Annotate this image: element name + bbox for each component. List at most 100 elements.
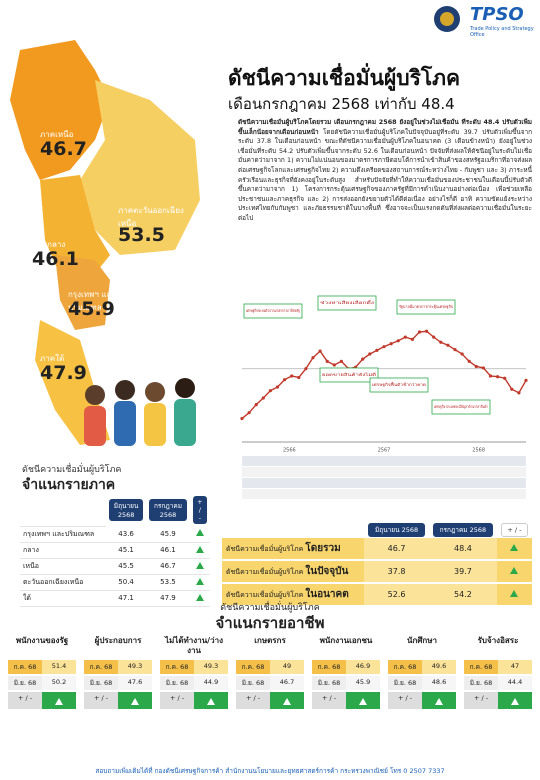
cur-label: ก.ค. 68 <box>84 660 118 674</box>
up-arrow <box>435 694 443 705</box>
change-cell <box>189 558 210 575</box>
point <box>261 396 265 400</box>
change-label: + / - <box>464 692 498 709</box>
point <box>268 389 272 393</box>
row-name: โดยรวม <box>305 543 341 554</box>
occupation-group: พนักงานของรัฐ ก.ค. 68 51.4 มิ.ย. 68 50.2 + / … <box>8 636 76 709</box>
header-cell <box>20 494 106 527</box>
cell-value: 46.1 <box>146 542 190 559</box>
summary: ดัชนีความเชื่อมั่นผู้บริโภคโดยรวม เดือนก… <box>238 118 532 290</box>
point <box>283 378 287 382</box>
cur-value: 49.6 <box>422 660 456 674</box>
row-label: กรุงเทพฯ และปริมณฑล <box>20 526 106 543</box>
point <box>496 375 500 379</box>
logo: TPSO <box>470 4 524 25</box>
cell-value: 45.5 <box>106 558 147 575</box>
annotation: เศรษฐกิจชะลอตัวจากมาตรการภาษีสหรัฐ <box>246 308 300 313</box>
header-cell <box>222 522 364 538</box>
up-arrow <box>131 694 139 705</box>
annotation-box <box>319 367 379 383</box>
cur-row: ก.ค. 68 49 <box>236 660 304 674</box>
change-cell <box>189 526 210 543</box>
table-row: ดัชนีความเชื่อมั่นผู้บริโภค ในปัจจุบัน 37.… <box>222 560 532 584</box>
prev-row: มิ.ย. 68 47.6 <box>84 676 152 690</box>
prev-value: 47.6 <box>118 676 152 690</box>
point <box>240 416 244 421</box>
up-arrow <box>195 593 204 601</box>
row-label: ใต้ <box>20 590 106 607</box>
annotation: ยอดขายสินค้ายังไม่ดี <box>322 372 377 377</box>
cur-row: ก.ค. 68 46.9 <box>312 660 380 674</box>
change-cell <box>422 692 456 709</box>
change-cell <box>42 692 76 709</box>
cell-value: 46.7 <box>364 538 429 561</box>
up-arrow <box>510 567 519 574</box>
point <box>368 352 372 356</box>
change-label: + / - <box>388 692 422 709</box>
column-header: + / - <box>500 523 528 537</box>
region-north <box>10 40 110 180</box>
occupation-group: พนักงานเอกชน ก.ค. 68 46.9 มิ.ย. 68 45.9 + / - <box>312 636 380 709</box>
column-header: + / - <box>192 496 207 524</box>
change-row: + / - <box>160 692 228 709</box>
cur-label: ก.ค. 68 <box>388 660 422 674</box>
region-label: กรุงเทพฯ และปริมณฑล <box>68 290 116 312</box>
region-label: ภาคเหนือ <box>40 130 74 139</box>
cur-value: 49.3 <box>118 660 152 674</box>
cell-value: 50.4 <box>106 574 147 591</box>
region-value: 46.7 <box>40 138 87 160</box>
change-row: + / - <box>388 692 456 709</box>
cur-value: 49.3 <box>194 660 228 674</box>
region-value: 53.5 <box>118 224 165 246</box>
cell-value: 45.9 <box>146 526 190 543</box>
prev-row: มิ.ย. 68 45.9 <box>312 676 380 690</box>
region-caption: ดัชนีความเชื่อมั่นผู้บริโภค <box>22 465 122 475</box>
cell-value: 53.5 <box>146 574 190 591</box>
region-label: ภาคกลาง <box>32 240 66 249</box>
cur-value: 51.4 <box>42 660 76 674</box>
change-label: + / - <box>8 692 42 709</box>
point <box>503 376 507 380</box>
prev-row: มิ.ย. 68 46.7 <box>236 676 304 690</box>
point <box>254 403 258 407</box>
table-row: ดัชนีความเชื่อมั่นผู้บริโภค ในอนาคต 52.6 54… <box>222 583 532 607</box>
region-northeast <box>80 80 200 255</box>
change-cell <box>189 590 210 607</box>
change-cell <box>194 692 228 709</box>
prev-label: มิ.ย. 68 <box>312 676 346 690</box>
region-bangkok <box>55 255 110 330</box>
cell-value: 47.9 <box>146 590 190 607</box>
occupation-name: พนักงานเอกชน <box>319 636 373 645</box>
point <box>275 385 280 389</box>
prev-value: 46.7 <box>270 676 304 690</box>
point <box>389 342 393 346</box>
column-header: มิถุนายน 2568 <box>368 523 425 537</box>
summary-body: โดยดัชนีความเชื่อมั่นผู้บริโภคในปัจจุบัน… <box>238 127 532 222</box>
point <box>510 387 514 391</box>
table-row: ดัชนีความเชื่อมั่นผู้บริโภค โดยรวม 46.7 48.… <box>222 538 532 561</box>
change-cell <box>189 574 210 591</box>
prev-label: มิ.ย. 68 <box>388 676 422 690</box>
point <box>318 349 322 353</box>
cur-label: ก.ค. 68 <box>312 660 346 674</box>
point <box>474 364 478 369</box>
cur-row: ก.ค. 68 49.6 <box>388 660 456 674</box>
change-row: + / - <box>464 692 532 709</box>
region-label: ภาคใต้ <box>40 354 65 363</box>
point <box>290 374 294 378</box>
header-cell: + / - <box>190 494 210 526</box>
summary-lead: ดัชนีความเชื่อมั่นผู้บริโภคโดยรวม เดือนก… <box>238 118 532 136</box>
year-label: 2568 <box>472 448 485 454</box>
cell-value: 48.4 <box>428 538 497 561</box>
point <box>481 366 485 370</box>
row-prefix: ดัชนีความเชื่อมั่นผู้บริโภค <box>226 568 304 576</box>
row-name: ในปัจจุบัน <box>305 566 349 577</box>
cell-value: 37.8 <box>364 560 429 584</box>
point <box>439 340 443 344</box>
cur-label: ก.ค. 68 <box>236 660 270 674</box>
year-label: 2567 <box>378 448 391 454</box>
org-name: Trade Policy and Strategy Office <box>470 26 534 38</box>
cell-value: 43.6 <box>106 526 147 543</box>
up-arrow <box>283 694 291 705</box>
